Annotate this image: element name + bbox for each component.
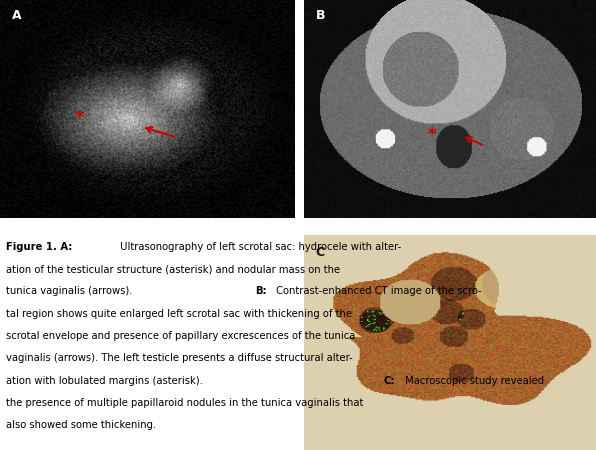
Text: C: C <box>316 246 325 259</box>
Text: A: A <box>12 9 21 22</box>
Text: vaginalis (arrows). The left testicle presents a diffuse structural alter-: vaginalis (arrows). The left testicle pr… <box>6 353 353 364</box>
Text: Contrast-enhanced CT image of the scro-: Contrast-enhanced CT image of the scro- <box>274 287 482 297</box>
Text: the presence of multiple papillaroid nodules in the tunica vaginalis that: the presence of multiple papillaroid nod… <box>6 398 364 408</box>
Text: tunica vaginalis (arrows).: tunica vaginalis (arrows). <box>6 287 135 297</box>
Text: Ultrasonography of left scrotal sac: hydrocele with alter-: Ultrasonography of left scrotal sac: hyd… <box>117 242 401 252</box>
Text: ation with lobulated margins (asterisk).: ation with lobulated margins (asterisk). <box>6 376 206 386</box>
Text: *: * <box>74 109 84 127</box>
Text: scrotal envelope and presence of papillary excrescences of the tunica: scrotal envelope and presence of papilla… <box>6 331 355 341</box>
Text: also showed some thickening.: also showed some thickening. <box>6 420 156 430</box>
Text: B: B <box>316 9 325 22</box>
Text: Figure 1. A:: Figure 1. A: <box>6 242 72 252</box>
Text: C:: C: <box>384 376 396 386</box>
Text: ation of the testicular structure (asterisk) and nodular mass on the: ation of the testicular structure (aster… <box>6 264 340 274</box>
Text: B:: B: <box>255 287 266 297</box>
Text: tal region shows quite enlarged left scrotal sac with thickening of the: tal region shows quite enlarged left scr… <box>6 309 352 319</box>
Text: *: * <box>428 126 437 144</box>
Text: Macroscopic study revealed: Macroscopic study revealed <box>402 376 545 386</box>
